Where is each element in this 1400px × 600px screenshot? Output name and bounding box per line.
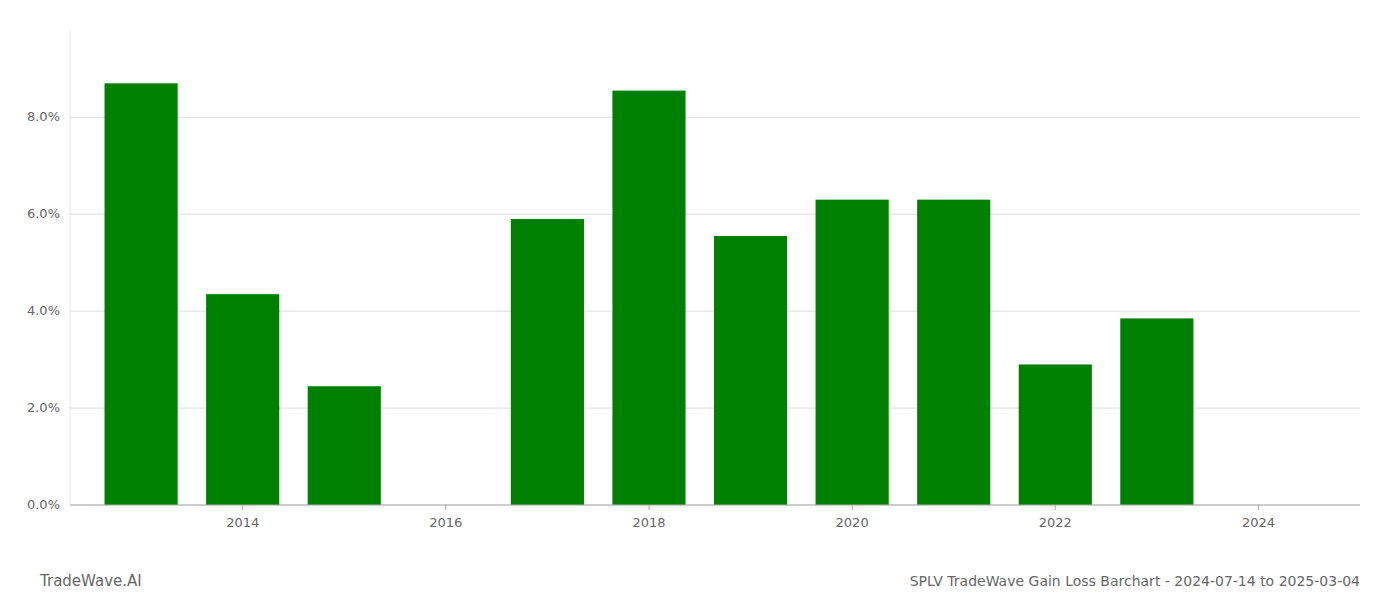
- y-tick-label: 6.0%: [27, 206, 60, 221]
- bar: [917, 200, 990, 505]
- x-tick: [445, 505, 446, 510]
- grid-line: [70, 214, 1360, 215]
- grid-line: [70, 117, 1360, 118]
- bar: [105, 83, 178, 505]
- x-tick-label: 2020: [836, 515, 869, 530]
- x-tick: [242, 505, 243, 510]
- x-tick: [1258, 505, 1259, 510]
- x-tick-label: 2018: [632, 515, 665, 530]
- x-tick: [648, 505, 649, 510]
- y-tick-label: 4.0%: [27, 303, 60, 318]
- x-axis-line: [70, 505, 1360, 506]
- bar: [1019, 364, 1092, 505]
- grid-line: [70, 505, 1360, 506]
- bar: [612, 91, 685, 505]
- bar: [511, 219, 584, 505]
- bar: [206, 294, 279, 505]
- grid: [70, 117, 1360, 505]
- bar: [816, 200, 889, 505]
- y-tick-label: 2.0%: [27, 400, 60, 415]
- y-tick-label: 8.0%: [27, 109, 60, 124]
- bar: [1120, 318, 1193, 505]
- y-axis-line: [70, 30, 71, 505]
- x-tick-label: 2024: [1242, 515, 1275, 530]
- x-tick: [1055, 505, 1056, 510]
- x-tick-label: 2022: [1039, 515, 1072, 530]
- title: SPLV TradeWave Gain Loss Barchart - 2024…: [910, 573, 1360, 589]
- chart: 0.0% 2.0% 4.0% 6.0% 8.0% 2014 2016 2018 2020 2022…: [0, 0, 1400, 600]
- y-tick-label: 0.0%: [27, 497, 60, 512]
- watermark: TradeWave.AI: [39, 572, 142, 590]
- bar: [714, 236, 787, 505]
- x-tick: [852, 505, 853, 510]
- bar: [308, 386, 381, 505]
- x-tick-label: 2016: [429, 515, 462, 530]
- x-tick-label: 2014: [226, 515, 259, 530]
- bars: [105, 83, 1194, 505]
